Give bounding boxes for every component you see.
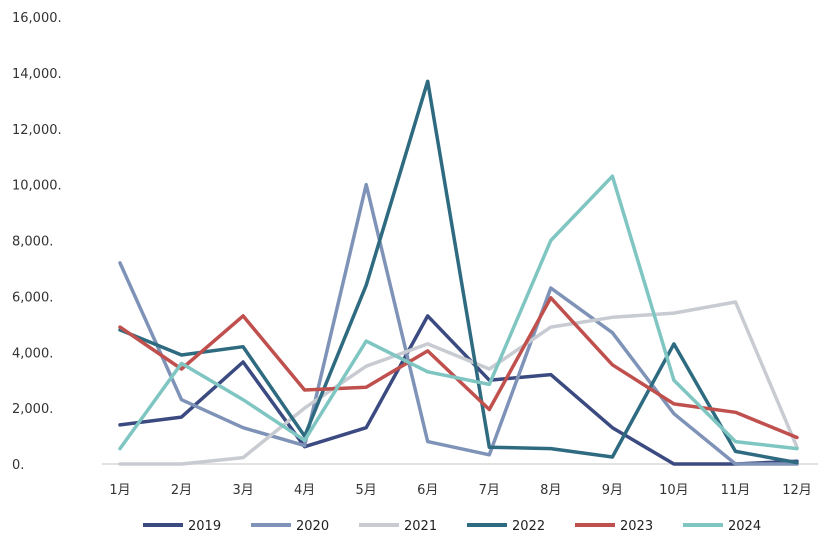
y-tick-label: 0. (12, 458, 24, 473)
series-line-2021 (118, 300, 799, 466)
x-tick-label: 12月 (782, 483, 812, 498)
y-tick-label: 2,000. (12, 402, 53, 417)
y-tick-label: 10,000. (12, 179, 62, 194)
axes: 0. 2,000. 4,000. 6,000. 8,000. 10,000. 12,000.… (12, 11, 818, 498)
x-tick-label: 5月 (356, 483, 377, 498)
x-tick-label: 7月 (479, 483, 500, 498)
x-tick-label: 11月 (721, 483, 751, 498)
x-tick-label: 4月 (294, 483, 315, 498)
legend-label: 2024 (728, 519, 761, 534)
legend-item-2019: 2019 (143, 519, 221, 534)
legend-label: 2020 (296, 519, 329, 534)
y-tick-label: 12,000. (12, 123, 62, 138)
legend: 2019 2020 2021 2022 2023 2024 (143, 519, 761, 534)
legend-label: 2021 (404, 519, 437, 534)
y-tick-label: 6,000. (12, 290, 53, 305)
y-tick-label: 4,000. (12, 346, 53, 361)
legend-item-2021: 2021 (359, 519, 437, 534)
series-lines (118, 79, 799, 466)
series-line-2024 (118, 174, 799, 451)
legend-item-2024: 2024 (683, 519, 761, 534)
x-tick-label: 9月 (602, 483, 623, 498)
series-line-2023 (118, 296, 799, 440)
x-tick-label: 3月 (232, 483, 253, 498)
x-tick-label: 6月 (417, 483, 438, 498)
series-line-2019 (118, 314, 799, 466)
legend-item-2023: 2023 (575, 519, 653, 534)
legend-label: 2023 (620, 519, 653, 534)
y-tick-label: 14,000. (12, 67, 62, 82)
x-tick-label: 8月 (540, 483, 561, 498)
series-line-2022 (118, 79, 799, 465)
x-tick-label: 10月 (659, 483, 689, 498)
legend-label: 2022 (512, 519, 545, 534)
x-tick-label: 2月 (171, 483, 192, 498)
y-tick-label: 8,000. (12, 235, 53, 250)
legend-label: 2019 (188, 519, 221, 534)
legend-item-2020: 2020 (251, 519, 329, 534)
y-tick-label: 16,000. (12, 11, 62, 26)
legend-item-2022: 2022 (467, 519, 545, 534)
x-tick-label: 1月 (109, 483, 130, 498)
series-line-2020 (118, 182, 799, 466)
